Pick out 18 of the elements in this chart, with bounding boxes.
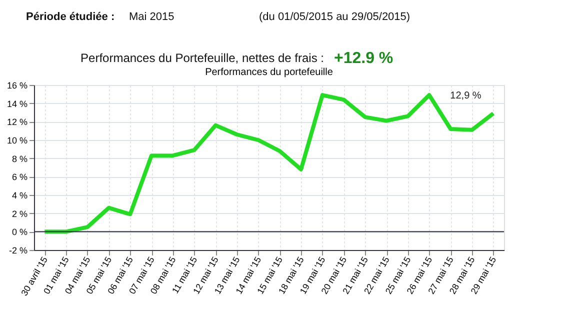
line-series	[42, 93, 496, 234]
y-tick-label: 6 %	[12, 172, 28, 182]
annotation: 12,9 %	[450, 90, 482, 102]
y-tick-label: 8 %	[12, 154, 28, 164]
chart-title: Performances du portefeuille	[205, 67, 334, 78]
y-tick-label: -2 %	[8, 246, 28, 256]
y-tick-label: 12 %	[6, 117, 28, 128]
y-tick-label: 2 %	[12, 208, 28, 219]
y-tick-label: 4 %	[12, 190, 28, 200]
y-tick-label: 16 %	[6, 80, 28, 90]
text: Mai 2015	[129, 11, 174, 23]
text: Période étudiée :	[26, 11, 115, 23]
text: +12.9 %	[334, 50, 394, 67]
y-tick-label: 10 %	[6, 136, 28, 146]
text: Performances du Portefeuille, nettes de frais :	[80, 51, 324, 65]
text: (du 01/05/2015 au 29/05/2015)	[259, 11, 410, 23]
y-tick-label: 0 %	[12, 227, 28, 238]
y-tick-label: 14 %	[6, 98, 28, 109]
